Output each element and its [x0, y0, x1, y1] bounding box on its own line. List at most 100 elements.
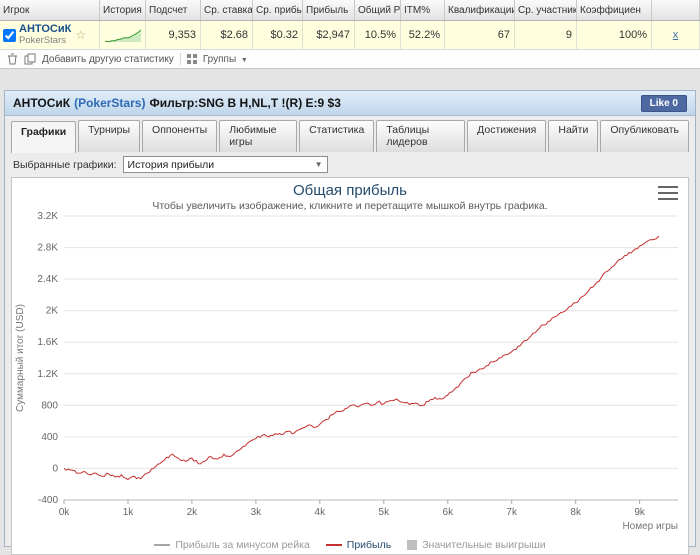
tab-favorite-games[interactable]: Любимые игры	[219, 120, 298, 152]
svg-text:5k: 5k	[379, 507, 391, 518]
player-name-link[interactable]: АНТОСиК	[19, 23, 72, 35]
player-identity: АНТОСиК PokerStars	[19, 23, 72, 47]
cell-profit: $2,947	[303, 21, 355, 49]
player-panel: АНТОСиК (PokerStars) Фильтр:SNG В H,NL,T…	[4, 90, 696, 555]
legend-line-swatch	[325, 544, 342, 546]
cell-total-roi: 10.5%	[355, 21, 401, 49]
remove-link[interactable]: x	[672, 29, 679, 41]
svg-text:Суммарный итог (USD): Суммарный итог (USD)	[15, 304, 26, 412]
tab-bar: Графики Турниры Оппоненты Любимые игры С…	[5, 116, 695, 153]
chart-legend: Прибыль за минусом рейка Прибыль Значите…	[12, 539, 688, 551]
tab-statistics[interactable]: Статистика	[299, 120, 375, 152]
col-header-total-roi[interactable]: Общий Р	[355, 0, 401, 20]
svg-text:9k: 9k	[634, 507, 646, 518]
toolbar-divider	[179, 53, 181, 65]
legend-item-profit-minus-rake[interactable]: Прибыль за минусом рейка	[154, 539, 310, 551]
svg-text:8k: 8k	[570, 507, 582, 518]
svg-text:800: 800	[41, 400, 58, 411]
col-header-itm[interactable]: ITM%	[401, 0, 445, 20]
table-row: АНТОСиК PokerStars ☆ 9,353 $2.68 $0.32 $…	[0, 21, 700, 50]
copy-icon[interactable]	[24, 53, 36, 65]
legend-item-profit[interactable]: Прибыль	[325, 539, 392, 551]
cell-coefficient: 100%	[577, 21, 652, 49]
chart-menu-icon[interactable]	[658, 186, 678, 200]
col-header-qualifications[interactable]: Квалификации	[445, 0, 515, 20]
profit-chart-panel: Общая прибыль Чтобы увеличить изображени…	[11, 177, 689, 555]
svg-text:400: 400	[41, 432, 58, 443]
add-statistic-button[interactable]: Добавить другую статистику	[42, 53, 174, 65]
stats-toolbar: Добавить другую статистику Группы ▼	[0, 50, 700, 69]
svg-text:2.4K: 2.4K	[37, 274, 58, 285]
history-sparkline-cell	[100, 21, 146, 49]
row-checkbox[interactable]	[3, 28, 16, 42]
groups-label: Группы	[202, 53, 237, 65]
chevron-down-icon: ▼	[240, 56, 248, 64]
tab-achievements[interactable]: Достижения	[467, 120, 547, 152]
groups-dropdown[interactable]: Группы ▼	[203, 54, 248, 65]
legend-line-swatch	[154, 544, 171, 546]
tab-graphs[interactable]: Графики	[11, 121, 77, 153]
graph-select[interactable]: История прибыли ▼	[122, 156, 328, 173]
col-header-avg-entrants[interactable]: Ср. участники	[515, 0, 577, 20]
col-header-history[interactable]: История п	[100, 0, 146, 20]
player-cell: АНТОСиК PokerStars ☆	[0, 21, 100, 49]
svg-text:4k: 4k	[315, 507, 327, 518]
col-header-count[interactable]: Подсчет	[146, 0, 201, 20]
svg-text:-400: -400	[38, 495, 58, 506]
header-player-name: АНТОСиК	[13, 96, 71, 110]
header-filter-text: Фильтр:SNG В H,NL,T !(R) E:9 $3	[149, 96, 341, 110]
panel-header: АНТОСиК (PokerStars) Фильтр:SNG В H,NL,T…	[5, 91, 695, 116]
header-site-link[interactable]: (PokerStars)	[74, 96, 146, 110]
tab-find[interactable]: Найти	[548, 120, 599, 152]
favorite-star-icon[interactable]: ☆	[75, 28, 87, 42]
cell-avg-profit: $0.32	[253, 21, 303, 49]
tab-leaderboards[interactable]: Таблицы лидеров	[376, 120, 466, 152]
cell-count: 9,353	[146, 21, 201, 49]
chevron-down-icon: ▼	[314, 160, 323, 169]
svg-text:7k: 7k	[506, 507, 518, 518]
svg-text:1.2K: 1.2K	[37, 369, 58, 380]
player-site-label: PokerStars	[19, 35, 66, 46]
col-header-profit[interactable]: Прибыль	[303, 0, 355, 20]
svg-text:2k: 2k	[187, 507, 199, 518]
legend-box-swatch	[407, 540, 418, 550]
profit-chart-svg[interactable]: -400 0 400 800 1.2K 1.6K 2K 2.4K 2.8K 3.2K 0k 1k 2k 3…	[12, 211, 688, 538]
trash-icon[interactable]	[7, 53, 18, 65]
chart-subtitle: Чтобы увеличить изображение, кликните и …	[152, 200, 548, 212]
svg-text:0k: 0k	[59, 507, 71, 518]
cell-qualifications: 67	[445, 21, 515, 49]
facebook-like-button[interactable]: Like 0	[640, 94, 687, 112]
stats-table-header: Игрок История п Подсчет Ср. ставка Ср. п…	[0, 0, 700, 21]
chart-title: Общая прибыль	[292, 182, 408, 199]
svg-text:3.2K: 3.2K	[37, 212, 58, 222]
svg-text:2.8K: 2.8K	[37, 243, 58, 254]
legend-item-significant-wins[interactable]: Значительные выигрыши	[407, 539, 546, 551]
legend-label: Прибыль за минусом рейка	[175, 539, 310, 551]
col-header-player[interactable]: Игрок	[0, 0, 100, 20]
tab-opponents[interactable]: Оппоненты	[142, 120, 218, 152]
cell-remove: x	[652, 21, 700, 49]
graph-selector-row: Выбранные графики: История прибыли ▼	[5, 152, 695, 176]
player-stats-table: Игрок История п Подсчет Ср. ставка Ср. п…	[0, 0, 700, 50]
col-header-avg-profit[interactable]: Ср. прибыл	[253, 0, 303, 20]
chart-plot-area[interactable]: -400 0 400 800 1.2K 1.6K 2K 2.4K 2.8K 3.2K 0k 1k 2k 3…	[12, 211, 688, 543]
cell-itm: 52.2%	[401, 21, 445, 49]
tab-publish[interactable]: Опубликовать	[600, 120, 689, 152]
svg-text:3k: 3k	[251, 507, 263, 518]
col-header-coefficient[interactable]: Коэффициен	[577, 0, 652, 20]
svg-text:1k: 1k	[123, 507, 135, 518]
groups-icon	[186, 54, 197, 64]
legend-label: Прибыль	[346, 539, 392, 551]
svg-text:Номер игры: Номер игры	[622, 521, 678, 532]
svg-text:0: 0	[52, 463, 58, 474]
col-header-avg-stake[interactable]: Ср. ставка	[201, 0, 253, 20]
svg-text:2K: 2K	[46, 306, 59, 317]
graph-selector-label: Выбранные графики:	[13, 158, 117, 171]
svg-text:1.6K: 1.6K	[37, 337, 58, 348]
col-header-blank	[652, 0, 700, 20]
cell-avg-stake: $2.68	[201, 21, 253, 49]
cell-avg-entrants: 9	[515, 21, 577, 49]
tab-tournaments[interactable]: Турниры	[78, 120, 141, 152]
legend-label: Значительные выигрыши	[422, 539, 546, 551]
history-sparkline	[104, 29, 141, 42]
